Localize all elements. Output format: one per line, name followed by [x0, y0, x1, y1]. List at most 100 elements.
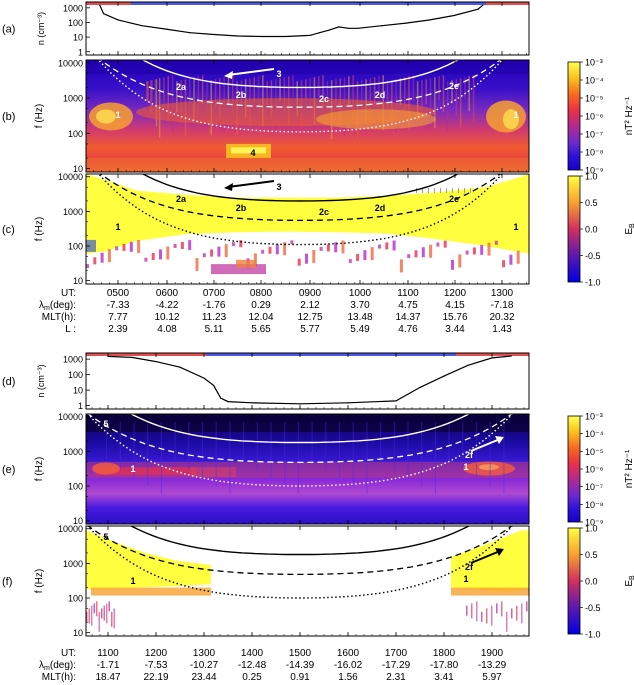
- density-point: [261, 35, 263, 38]
- orbit-value: 1400: [241, 648, 264, 659]
- orbit-value: 3.44: [445, 324, 465, 335]
- density-point: [251, 402, 253, 404]
- orbit-value: -1.71: [97, 660, 120, 671]
- density-point: [117, 19, 119, 21]
- tenth-fce-curve: [86, 414, 514, 487]
- density-point: [213, 33, 215, 36]
- annotation-label: 2a: [176, 194, 187, 204]
- density-point: [328, 29, 330, 31]
- orbit-value: 1600: [337, 648, 360, 659]
- density-line-a: [99, 4, 484, 38]
- orbit-value: 1700: [385, 648, 408, 659]
- row-label: MLT(h):: [42, 672, 76, 683]
- panel-label-a: (a): [2, 24, 15, 36]
- fce-curve: [129, 526, 471, 556]
- orbit-value: 1300: [491, 288, 514, 299]
- colorbar-tick-label: 10⁻⁴: [585, 429, 604, 439]
- y-tick-label: 10: [73, 628, 83, 638]
- colorbar-tick-label: 0.5: [585, 198, 598, 208]
- orbit-value: -7.53: [145, 660, 168, 671]
- y-tick-label: 1000: [63, 207, 83, 217]
- orbit-value: 10.12: [154, 312, 179, 323]
- y-axis-label: f (Hz): [34, 569, 45, 593]
- annotation-label: 3: [276, 69, 281, 79]
- density-point: [203, 377, 205, 379]
- row-label: MLT(h):: [42, 312, 76, 323]
- annotation-label: 2d: [375, 203, 386, 213]
- colorbar-tick-label: 10⁻⁵: [585, 447, 604, 457]
- density-point: [131, 356, 133, 358]
- tenth-fce-curve: [97, 174, 503, 246]
- colorbar-ellipticity: [567, 527, 581, 635]
- y-tick-label: 10: [73, 164, 83, 174]
- annotation-label: 3: [276, 182, 281, 192]
- panel-frame-a: [85, 1, 530, 56]
- colorbar-tick-label: 10⁻⁹: [585, 518, 604, 528]
- panel-frame-f: [85, 525, 530, 637]
- y-axis-label: f (Hz): [34, 217, 45, 241]
- density-point: [309, 34, 311, 37]
- orbit-value: 2.39: [108, 324, 128, 335]
- y-tick-label: 1000: [63, 559, 83, 569]
- spectrogram-e: [86, 414, 529, 524]
- ellipticity-f: [86, 526, 529, 636]
- density-point: [103, 13, 105, 15]
- density-point: [213, 384, 215, 387]
- row-label: L :: [65, 324, 76, 335]
- density-point: [491, 357, 493, 359]
- colorbar-tick-label: 10⁻⁸: [585, 148, 604, 158]
- colorbar-tick-label: 10⁻⁷: [585, 482, 603, 492]
- plasma-bar-cold: [131, 2, 486, 5]
- orbit-value: 5.49: [350, 324, 370, 335]
- frequency-curves-b: [97, 60, 504, 133]
- tenth-fce-curve: [97, 60, 504, 133]
- density-point: [453, 14, 455, 17]
- y-axis-label: n (cm⁻³): [36, 364, 46, 397]
- spectrogram-b: [86, 60, 529, 172]
- colorbar-tick-label: 1.0: [585, 172, 598, 182]
- y-tick-label: 10: [73, 33, 83, 43]
- annotation-label: 1: [115, 110, 120, 120]
- orbit-value: 1200: [145, 648, 168, 659]
- row-label: UT:: [61, 648, 76, 659]
- row-label: λm(deg):: [39, 300, 76, 312]
- colorbar-tick-label: 10⁻⁷: [585, 130, 603, 140]
- density-point: [227, 401, 229, 403]
- colorbar-tick-label: 0.0: [585, 225, 598, 235]
- orbit-value: 12.75: [297, 312, 322, 323]
- density-point: [220, 397, 222, 399]
- orbit-value: 1300: [193, 648, 216, 659]
- annotation-label: 2d: [375, 90, 386, 100]
- orbit-value: 0.91: [290, 672, 310, 683]
- y-tick-label: 10: [73, 386, 83, 396]
- orbit-value: 1900: [481, 648, 504, 659]
- frequency-curves-e: [86, 414, 514, 487]
- annotation-label: 2c: [319, 94, 329, 104]
- orbit-value: -12.48: [238, 660, 267, 671]
- y-axis-label: f (Hz): [34, 104, 45, 128]
- fce-curve: [141, 60, 460, 89]
- orbit-value: 1.56: [338, 672, 358, 683]
- density-point: [155, 360, 157, 363]
- density-point: [395, 400, 397, 402]
- orbit-value: -14.39: [286, 660, 315, 671]
- orbit-value: -17.29: [382, 660, 411, 671]
- panel-label-b: (b): [2, 111, 15, 123]
- orbit-value: 11.23: [202, 312, 227, 323]
- orbit-value: 23.44: [191, 672, 216, 683]
- orbit-value: -7.18: [491, 300, 514, 311]
- colorbar-tick-label: 10⁻⁶: [585, 465, 604, 475]
- half-fce-curve: [87, 526, 513, 576]
- orbit-value: 14.37: [395, 312, 420, 323]
- density-point: [419, 386, 421, 388]
- panel-label-c: (c): [2, 224, 15, 236]
- density-point: [189, 32, 191, 34]
- panel-frame-b: [85, 59, 530, 173]
- y-tick-label: 100: [68, 482, 83, 492]
- colorbar-tick-label: 10⁻⁹: [585, 166, 604, 176]
- density-point: [482, 4, 484, 6]
- orbit-value: -1.76: [203, 300, 226, 311]
- orbit-value: 5.97: [482, 672, 502, 683]
- panel-label-d: (d): [2, 376, 15, 388]
